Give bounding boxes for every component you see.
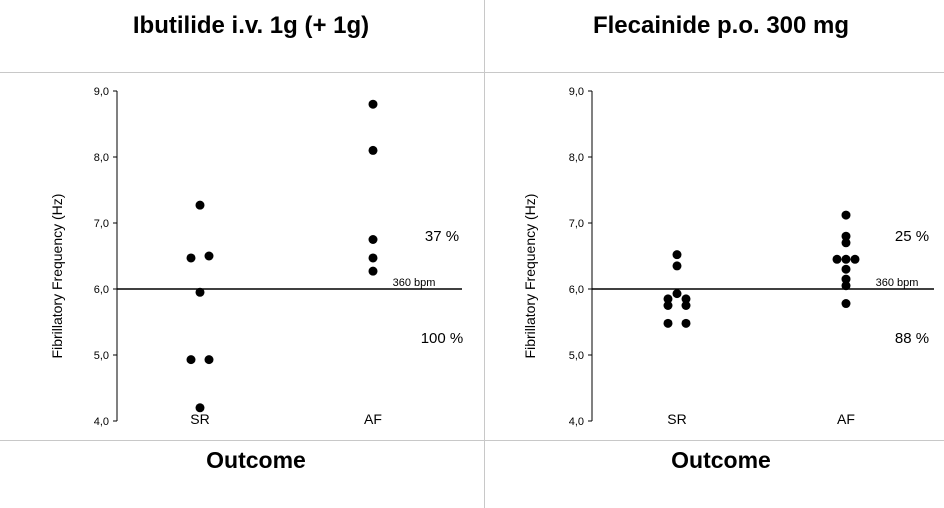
panel-title-left: Ibutilide i.v. 1g (+ 1g) (132, 12, 370, 39)
right-data-point-sr (681, 294, 691, 304)
panel-title-right: Flecainide p.o. 300 mg (592, 12, 850, 39)
left-y-tick-label: 5,0 (94, 350, 109, 362)
left-threshold-label: 360 bpm (393, 277, 436, 289)
grid-line-center (484, 0, 485, 508)
left-data-point-sr (195, 200, 205, 210)
right-annotation-above: 25 % (895, 228, 929, 245)
x-axis-title-left: Outcome (206, 447, 306, 473)
left-category-label-af: AF (364, 411, 382, 427)
left-y-axis-title: Fibrillatory Frequency (Hz) (49, 194, 65, 359)
right-y-axis-title: Fibrillatory Frequency (Hz) (522, 194, 538, 359)
left-data-point-af (368, 145, 378, 155)
right-data-point-sr (663, 301, 673, 310)
right-data-point-af (832, 254, 842, 264)
right-data-point-sr (663, 294, 673, 304)
left-category-label-sr: SR (190, 411, 209, 427)
right-y-tick-label: 5,0 (569, 350, 584, 362)
right-data-point-sr (681, 318, 691, 328)
right-threshold-label: 360 bpm (876, 277, 919, 289)
left-data-point-af (368, 235, 378, 244)
right-data-point-af (850, 254, 860, 264)
right-y-tick-label: 7,0 (569, 218, 584, 230)
left-data-point-sr (195, 403, 205, 413)
left-data-point-af (368, 253, 378, 263)
right-data-point-af (841, 264, 851, 274)
right-y-tick-label: 4,0 (569, 416, 584, 428)
right-data-point-af (841, 274, 851, 284)
left-data-point-sr (186, 355, 196, 365)
right-category-label-af: AF (837, 411, 855, 427)
grid-line-top-row (0, 72, 944, 73)
left-y-tick-label: 8,0 (94, 152, 109, 164)
right-data-point-af (841, 238, 851, 248)
left-annotation-below: 100 % (421, 330, 464, 347)
x-axis-title-right: Outcome (671, 447, 771, 473)
left-y-tick-label: 6,0 (94, 284, 109, 296)
right-data-point-sr (672, 289, 682, 299)
left-annotation-above: 37 % (425, 228, 459, 245)
left-data-point-af (368, 266, 378, 276)
right-data-point-sr (663, 318, 673, 328)
right-y-tick-label: 9,0 (569, 86, 584, 98)
right-data-point-sr (672, 261, 682, 271)
right-data-point-af (841, 231, 851, 241)
right-data-point-sr (672, 250, 682, 260)
right-data-point-af (841, 299, 851, 309)
left-data-point-sr (204, 251, 214, 261)
right-data-point-af (841, 210, 851, 220)
right-y-tick-label: 8,0 (569, 152, 584, 164)
left-data-point-sr (195, 287, 205, 297)
grid-line-bottom-row (0, 440, 944, 441)
right-annotation-below: 88 % (895, 330, 929, 347)
right-data-point-sr (681, 301, 691, 310)
right-data-point-af (841, 281, 851, 291)
left-y-tick-label: 4,0 (94, 416, 109, 428)
left-y-tick-label: 9,0 (94, 86, 109, 98)
left-y-tick-label: 7,0 (94, 218, 109, 230)
left-data-point-sr (204, 355, 214, 365)
left-data-point-af (368, 99, 378, 109)
left-data-point-sr (186, 253, 196, 263)
right-category-label-sr: SR (667, 411, 686, 427)
right-data-point-af (841, 254, 851, 264)
right-y-tick-label: 6,0 (569, 284, 584, 296)
